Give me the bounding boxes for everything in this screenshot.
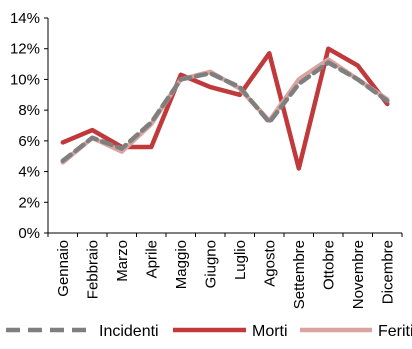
x-tick-label: Gennaio [55, 240, 72, 297]
x-tick-label: Dicembre [379, 240, 396, 304]
y-tick-label: 4% [18, 164, 40, 181]
x-tick-label: Marzo [114, 240, 131, 282]
y-tick-label: 8% [18, 102, 40, 119]
y-tick-label: 10% [10, 71, 40, 88]
series-line-incidenti [60, 60, 390, 164]
legend-label-morti: Morti [252, 323, 288, 340]
x-tick-label: Luglio [232, 240, 249, 280]
y-tick-label: 2% [18, 194, 40, 211]
x-tick-label: Giugno [202, 240, 219, 288]
x-tick-label: Aprile [143, 240, 160, 278]
y-axis-tick-labels: 0% 2% 4% 6% 8% 10% 12% 14% [10, 10, 48, 242]
series-lines [60, 46, 390, 171]
y-tick-label: 14% [10, 10, 40, 27]
x-tick-label: Ottobre [320, 240, 337, 290]
y-tick-label: 6% [18, 133, 40, 150]
x-tick-label: Settembre [291, 240, 308, 309]
x-axis-tick-labels: Gennaio Febbraio Marzo Aprile Maggio Giugno Lu… [47, 233, 403, 309]
x-tick-label: Febbraio [84, 240, 101, 299]
series-line-morti [60, 46, 390, 171]
legend: Incidenti Morti Feriti [6, 323, 412, 340]
legend-label-incidenti: Incidenti [99, 323, 159, 340]
y-tick-label: 0% [18, 225, 40, 242]
x-tick-label: Maggio [173, 240, 190, 289]
y-tick-label: 12% [10, 41, 40, 58]
x-tick-label: Novembre [350, 240, 367, 309]
x-tick-label: Agosto [261, 240, 278, 287]
legend-label-feriti: Feriti [378, 323, 412, 340]
